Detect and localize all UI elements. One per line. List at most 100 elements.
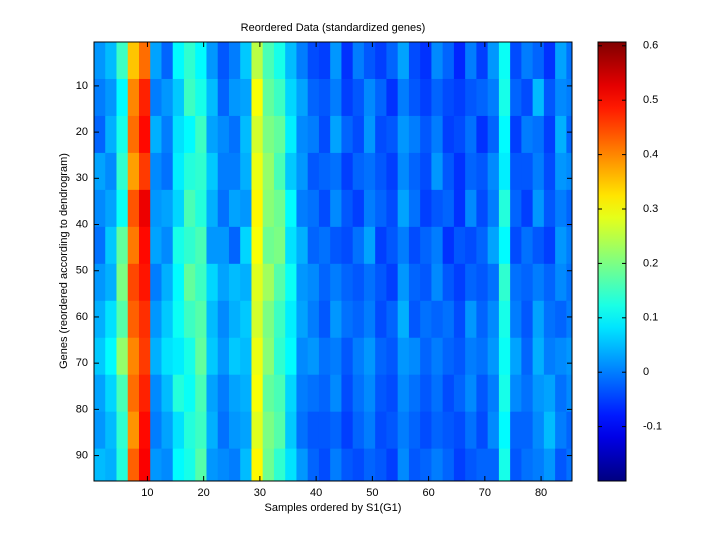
x-tick-label: 70: [479, 487, 491, 499]
heatmap-cell: [397, 189, 410, 228]
heatmap-cell: [420, 78, 432, 117]
heatmap-cell: [116, 226, 129, 265]
heatmap-cell: [532, 300, 545, 339]
heatmap-cell: [105, 189, 117, 228]
heatmap-cell: [453, 152, 466, 191]
heatmap-cell: [397, 78, 410, 117]
heatmap-cell: [217, 374, 230, 413]
heatmap-cell: [262, 411, 275, 450]
heatmap-cell: [375, 448, 387, 481]
heatmap-cell: [116, 152, 129, 191]
heatmap-cell: [273, 448, 286, 481]
heatmap-cell: [251, 189, 264, 228]
heatmap-cell: [510, 448, 522, 481]
heatmap-cell: [375, 152, 387, 191]
heatmap-cell: [273, 226, 286, 265]
heatmap-cell: [206, 115, 219, 154]
heatmap-cell: [161, 374, 174, 413]
heatmap-cell: [217, 152, 230, 191]
heatmap-cell: [352, 152, 365, 191]
heatmap-cell: [543, 448, 556, 481]
heatmap-cell: [363, 78, 376, 117]
heatmap-cell: [161, 78, 174, 117]
heatmap-cell: [183, 42, 196, 80]
heatmap-cell: [510, 152, 522, 191]
heatmap-cell: [206, 226, 219, 265]
heatmap-cell: [498, 411, 511, 450]
heatmap-cell: [307, 411, 320, 450]
heatmap-cell: [240, 263, 252, 302]
heatmap-cell: [217, 263, 230, 302]
heatmap-cell: [431, 300, 444, 339]
x-tick-label: 30: [254, 487, 266, 499]
heatmap-cell: [228, 189, 241, 228]
heatmap-cell: [566, 300, 572, 339]
y-tick-label: 60: [76, 311, 88, 323]
heatmap-cell: [431, 226, 444, 265]
heatmap-cell: [532, 42, 545, 80]
heatmap-cell: [138, 448, 151, 481]
heatmap-cell: [318, 152, 331, 191]
heatmap-cell: [363, 42, 376, 80]
heatmap-cell: [161, 115, 174, 154]
heatmap-cell: [476, 300, 489, 339]
heatmap-cell: [363, 411, 376, 450]
heatmap-cell: [431, 115, 444, 154]
heatmap-cell: [105, 448, 117, 481]
heatmap-cell: [363, 115, 376, 154]
heatmap-cell: [476, 42, 489, 80]
heatmap-cell: [397, 152, 410, 191]
heatmap-cell: [341, 374, 354, 413]
heatmap-cell: [251, 152, 264, 191]
heatmap-cell: [240, 448, 252, 481]
heatmap-cell: [138, 374, 151, 413]
heatmap-cell: [363, 189, 376, 228]
heatmap-cell: [521, 263, 534, 302]
y-tick-label: 50: [76, 265, 88, 277]
heatmap-cell: [94, 189, 106, 228]
heatmap-cell: [363, 226, 376, 265]
heatmap-cell: [262, 78, 275, 117]
heatmap-cell: [105, 300, 117, 339]
heatmap-cell: [487, 411, 500, 450]
heatmap-cell: [94, 42, 106, 80]
y-tick-label: 70: [76, 357, 88, 369]
heatmap-cell: [285, 411, 297, 450]
heatmap-cell: [330, 152, 342, 191]
heatmap-cell: [352, 226, 365, 265]
heatmap-cell: [206, 152, 219, 191]
heatmap-cell: [116, 411, 129, 450]
heatmap-cell: [453, 374, 466, 413]
heatmap-cell: [543, 411, 556, 450]
heatmap-cell: [262, 226, 275, 265]
heatmap-cell: [498, 300, 511, 339]
heatmap-cell: [330, 300, 342, 339]
heatmap-cell: [476, 374, 489, 413]
heatmap-cell: [307, 42, 320, 80]
heatmap-cell: [487, 337, 500, 376]
heatmap-cell: [273, 115, 286, 154]
heatmap-cell: [510, 337, 522, 376]
heatmap-cell: [386, 152, 399, 191]
heatmap-cell: [262, 374, 275, 413]
heatmap-cell: [386, 226, 399, 265]
heatmap-cell: [465, 78, 477, 117]
heatmap-cell: [296, 189, 309, 228]
heatmap-cell: [341, 152, 354, 191]
heatmap-cell: [566, 115, 572, 154]
colorbar-tick-label: 0.4: [643, 149, 658, 161]
heatmap-cell: [273, 337, 286, 376]
heatmap-cell: [161, 263, 174, 302]
heatmap-cell: [420, 189, 432, 228]
heatmap-cell: [465, 300, 477, 339]
heatmap-cell: [127, 300, 140, 339]
heatmap-cell: [498, 42, 511, 80]
heatmap-cell: [273, 374, 286, 413]
heatmap-cell: [150, 374, 162, 413]
heatmap-cell: [386, 448, 399, 481]
heatmap-cell: [543, 337, 556, 376]
heatmap-cell: [341, 78, 354, 117]
heatmap-cell: [94, 226, 106, 265]
heatmap-cell: [127, 152, 140, 191]
y-tick-label: 20: [76, 126, 88, 138]
